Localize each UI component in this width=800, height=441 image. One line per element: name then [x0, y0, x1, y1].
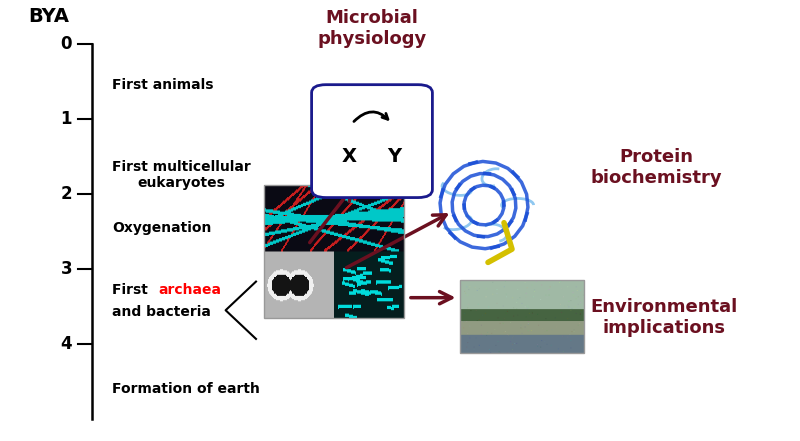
Bar: [460, 280, 584, 353]
Text: First multicellular
eukaryotes: First multicellular eukaryotes: [112, 160, 250, 191]
Text: Microbial
physiology: Microbial physiology: [318, 9, 426, 48]
Text: 0: 0: [61, 35, 72, 53]
Text: archaea: archaea: [158, 284, 222, 297]
Text: 4: 4: [60, 335, 72, 353]
Text: 1: 1: [61, 110, 72, 128]
Text: 2: 2: [60, 185, 72, 203]
Text: First: First: [112, 284, 153, 297]
Text: Protein
biochemistry: Protein biochemistry: [590, 148, 722, 187]
Text: Y: Y: [387, 147, 402, 166]
Text: BYA: BYA: [28, 7, 69, 26]
Text: X: X: [342, 147, 357, 166]
Text: Formation of earth: Formation of earth: [112, 382, 260, 396]
Text: 3: 3: [60, 260, 72, 278]
Text: Environmental
implications: Environmental implications: [590, 298, 738, 337]
Bar: [264, 185, 404, 318]
Text: Oxygenation: Oxygenation: [112, 221, 211, 235]
Text: First animals: First animals: [112, 78, 214, 92]
FancyBboxPatch shape: [312, 85, 432, 198]
Text: and bacteria: and bacteria: [112, 306, 211, 319]
